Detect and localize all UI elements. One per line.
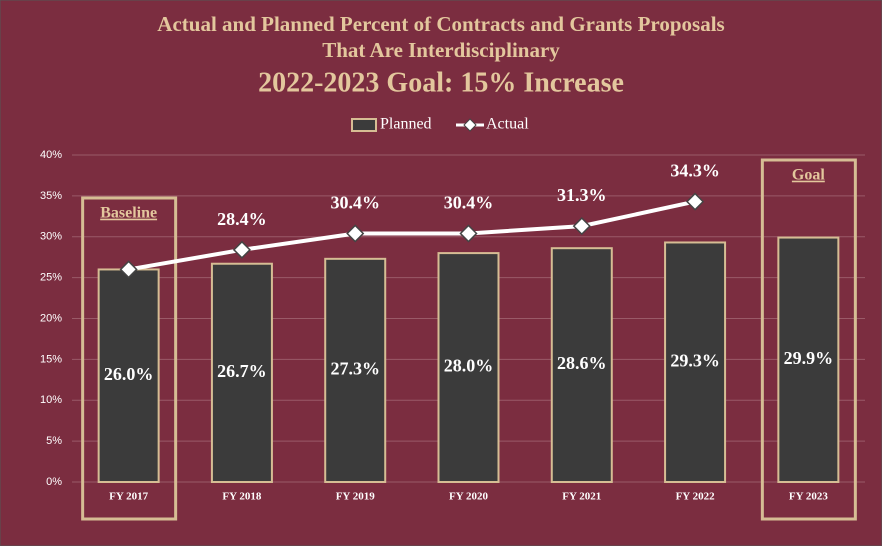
line-value-label: 30.4% [330,193,380,213]
y-tick-label: 20% [40,312,62,324]
line [128,199,696,272]
y-tick-label: 40% [40,149,62,161]
line-marker [119,260,138,279]
y-tick-label: 0% [46,476,62,488]
bar-value-label: 26.0% [104,364,154,384]
bar-value-label: 29.3% [670,350,720,370]
bar-value-label: 28.6% [557,353,607,373]
line-marker [572,217,591,236]
legend-swatch [351,118,377,132]
x-tick-label: FY 2017 [109,491,149,503]
line-marker [232,240,251,259]
line-value-label: 30.4% [444,193,494,213]
bar-value-label: 29.9% [784,348,834,368]
y-tick-label: 15% [40,353,62,365]
legend-swatch [463,118,477,132]
y-tick-label: 30% [40,231,62,243]
bar [777,236,840,483]
annotation-box [760,158,857,521]
bar [210,262,273,484]
line-value-label: 28.4% [217,209,267,229]
chart-subtitle: 2022-2023 Goal: 15% Increase [258,67,624,98]
line-marker [459,224,478,243]
annotation-box [81,196,178,521]
bar [664,241,727,483]
line-marker [686,192,705,211]
bar-value-label: 26.7% [217,361,267,381]
x-tick-label: FY 2018 [222,491,262,503]
bar-value-label: 28.0% [444,356,494,376]
y-tick-label: 5% [46,435,62,447]
x-tick-label: FY 2020 [449,491,489,503]
y-tick-label: 25% [40,272,62,284]
y-tick-label: 35% [40,190,62,202]
x-tick-label: FY 2023 [789,491,829,503]
bar [324,257,387,484]
line-marker [346,224,365,243]
x-tick-label: FY 2021 [562,491,601,503]
x-tick-label: FY 2019 [336,491,376,503]
line-value-label: 31.3% [557,185,607,205]
y-tick-label: 10% [40,394,62,406]
bar [550,247,613,483]
x-tick-label: FY 2022 [676,491,716,503]
bar-value-label: 27.3% [330,359,380,379]
annotation-label: Baseline [100,205,157,222]
bar [437,252,500,483]
annotation-label: Goal [792,167,825,184]
line-value-label: 34.3% [670,161,720,181]
chart-title: Actual and Planned Percent of Contracts … [157,12,724,36]
bar [97,268,160,484]
legend-label: Planned [380,116,432,133]
chart-title: That Are Interdisciplinary [322,38,560,62]
legend-label: Actual [486,116,529,133]
